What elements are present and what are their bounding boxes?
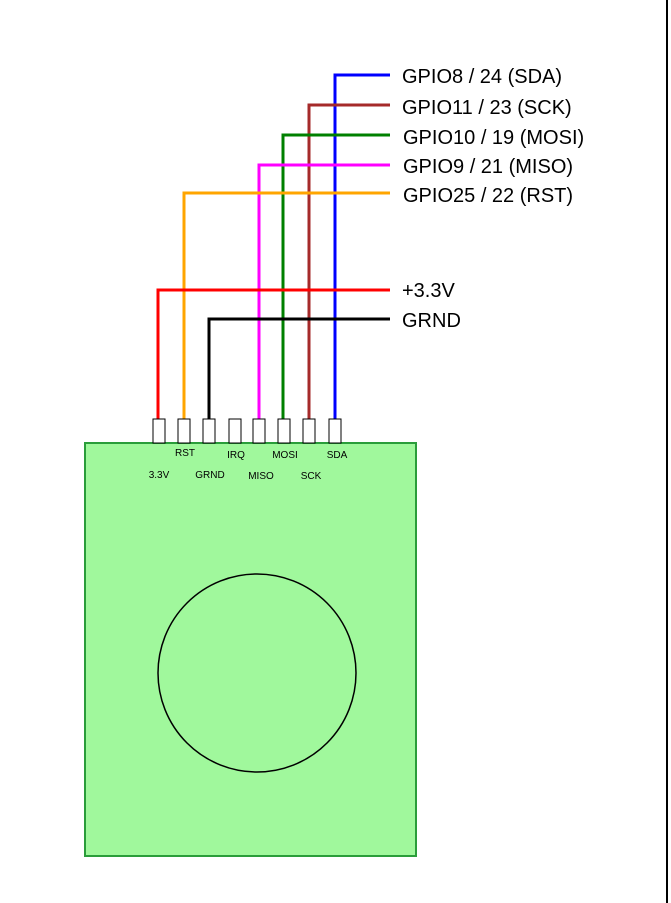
header-pin-miso: [252, 418, 266, 444]
wire-label-vcc: +3.3V: [402, 280, 455, 302]
antenna-circle: [157, 573, 357, 773]
header-pin-mosi: [277, 418, 291, 444]
wire-label-mosi: GPIO10 / 19 (MOSI): [403, 127, 584, 149]
pin-label-3v3: 3.3V: [149, 470, 170, 481]
pin-label-mosi: MOSI: [272, 450, 298, 461]
header-pin-sck: [302, 418, 316, 444]
pin-label-rst: RST: [175, 448, 195, 459]
wire-mosi: [281, 133, 390, 420]
header-pin-3v3: [152, 418, 166, 444]
wire-miso: [257, 163, 390, 420]
wire-label-sda: GPIO8 / 24 (SDA): [402, 66, 562, 88]
wire-label-rst: GPIO25 / 22 (RST): [403, 185, 573, 207]
rfid-module-board: [84, 442, 417, 857]
header-pin-rst: [177, 418, 191, 444]
pin-label-sda: SDA: [327, 450, 348, 461]
wire-label-sck: GPIO11 / 23 (SCK): [402, 97, 572, 119]
pin-label-sck: SCK: [301, 471, 322, 482]
wire-rst: [182, 191, 390, 420]
wire-gnd: [207, 317, 390, 420]
wire-vcc: [156, 288, 390, 420]
pin-label-miso: MISO: [248, 471, 274, 482]
pin-label-grnd: GRND: [195, 470, 224, 481]
header-pin-sda: [328, 418, 342, 444]
header-pin-grnd: [202, 418, 216, 444]
pin-label-irq: IRQ: [227, 450, 245, 461]
wire-label-miso: GPIO9 / 21 (MISO): [403, 156, 573, 178]
wire-label-gnd: GRND: [402, 310, 461, 332]
header-pin-irq: [228, 418, 242, 444]
wire-sda: [333, 73, 390, 420]
wire-sck: [307, 103, 390, 420]
